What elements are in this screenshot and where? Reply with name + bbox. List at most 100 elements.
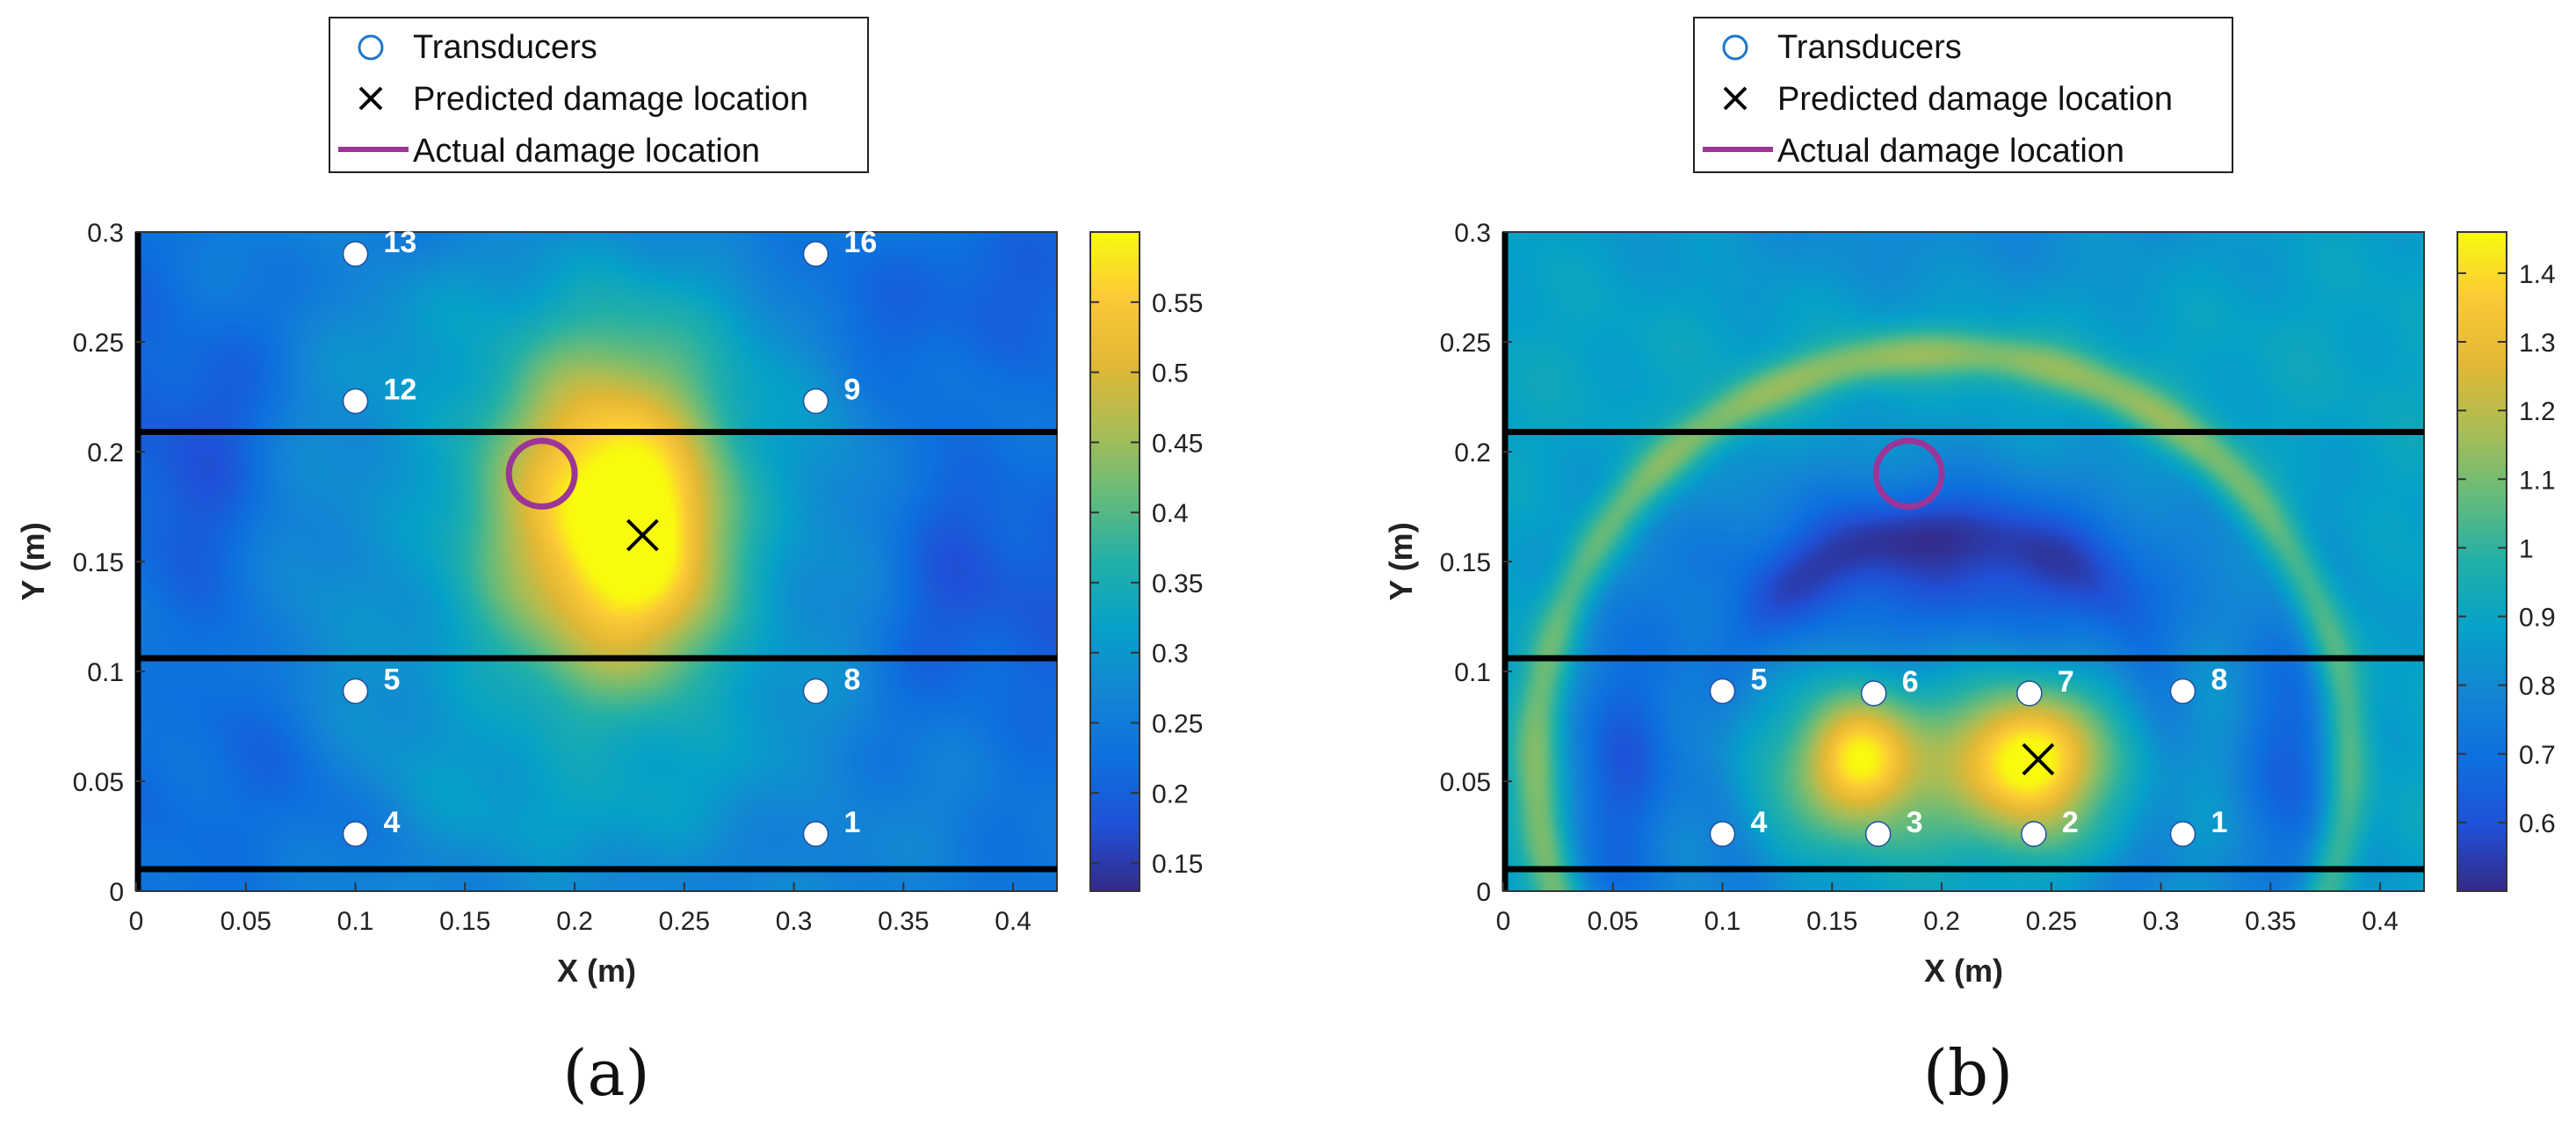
transducer-label: 8 — [844, 664, 861, 697]
y-tick-label: 0.05 — [73, 768, 124, 797]
y-tick-label: 0 — [1476, 878, 1491, 907]
predicted-damage-marker — [2022, 743, 2055, 776]
transducer-label: 1 — [844, 806, 861, 839]
colorbar-tick-label: 1.4 — [2519, 260, 2556, 289]
y-tick-label: 0.1 — [1454, 658, 1491, 687]
colorbar-tick-label: 1.2 — [2519, 397, 2556, 426]
heatmap-a — [136, 232, 1057, 891]
colorbar-tick-label: 0.5 — [1152, 359, 1189, 388]
separator-lines-b — [1503, 429, 2424, 873]
transducer-marker — [802, 388, 829, 415]
heatmap-b — [1503, 232, 2424, 891]
caption-a: (a) — [562, 1036, 649, 1110]
transducer-marker — [2021, 821, 2047, 847]
transducer-label: 1 — [2211, 806, 2228, 839]
colorbar-tick-label: 0.45 — [1152, 429, 1203, 458]
x-tick-label: 0.2 — [1923, 907, 1960, 936]
x-tick-label: 0 — [129, 907, 144, 936]
legend-transducer-marker — [1722, 34, 1748, 61]
y-tick-label: 0.1 — [87, 658, 124, 687]
damage-marks-b — [1872, 438, 2055, 776]
transducer-marker — [802, 241, 829, 267]
x-tick-label: 0.05 — [221, 907, 271, 936]
x-tick-label: 0.05 — [1588, 907, 1639, 936]
legend-label-actual: Actual damage location — [413, 133, 760, 170]
predicted-damage-marker — [626, 518, 659, 552]
x-tick-label: 0.25 — [2026, 907, 2077, 936]
colorbar-tick-label: 0.2 — [1152, 780, 1189, 809]
x-axis-label-b: X (m) — [1924, 953, 2003, 989]
colorbar-tick-label: 0.4 — [1152, 499, 1189, 528]
transducer-label: 3 — [1907, 806, 1923, 839]
legend-transducer-marker — [358, 34, 384, 61]
transducer-label: 2 — [2062, 806, 2079, 839]
legend-label-predicted: Predicted damage location — [1777, 81, 2173, 118]
panel-a: Transducers Predicted damage location Ac… — [15, 17, 1203, 1110]
transducer-marker — [1860, 680, 1887, 707]
axis-ticks-a: 0 0.05 0.1 0.15 0.2 0.25 0.3 0.35 0.400.050.10.1… — [73, 219, 1031, 936]
legend-predicted-marker — [358, 86, 383, 111]
panel-b: Transducers Predicted damage location Ac… — [1383, 17, 2556, 1110]
y-tick-label: 0.25 — [1440, 329, 1491, 358]
x-tick-label: 0.2 — [556, 907, 593, 936]
transducer-label: 7 — [2058, 665, 2074, 699]
transducer-marker — [342, 388, 369, 415]
colorbar-a: 0.15 0.2 0.25 0.3 0.35 0.4 0.45 0.5 0.55 — [1089, 231, 1203, 892]
x-tick-label: 0.3 — [2143, 907, 2180, 936]
legend-label-transducers: Transducers — [413, 29, 597, 66]
transducer-label: 16 — [844, 226, 878, 259]
legend-label-actual: Actual damage location — [1777, 133, 2124, 170]
x-tick-label: 0.25 — [659, 907, 710, 936]
actual-damage-circle — [1872, 438, 1945, 510]
y-axis-label-a: Y (m) — [15, 522, 51, 600]
separator-lines-a — [136, 429, 1057, 873]
colorbar-tick-label: 0.35 — [1152, 569, 1203, 598]
transducer-label: 12 — [384, 373, 417, 407]
x-tick-label: 0.35 — [2245, 907, 2296, 936]
y-tick-label: 0.3 — [1454, 219, 1491, 248]
transducer-label: 8 — [2211, 664, 2228, 697]
actual-damage-circle — [505, 438, 578, 510]
y-tick-label: 0.15 — [73, 548, 124, 577]
colorbar-b: 0.6 0.7 0.8 0.9 1 1.1 1.2 1.3 1.4 — [2457, 231, 2556, 892]
colorbar-tick-label: 0.3 — [1152, 640, 1189, 669]
transducer-marker — [342, 241, 369, 267]
y-tick-label: 0.05 — [1440, 768, 1491, 797]
y-tick-label: 0.3 — [87, 219, 124, 248]
y-tick-label: 0.2 — [87, 439, 124, 468]
transducer-label: 4 — [384, 806, 401, 839]
transducer-label: 9 — [844, 373, 861, 407]
legend-predicted-marker — [1723, 86, 1747, 111]
transducer-label: 13 — [384, 226, 417, 259]
y-tick-label: 0.25 — [73, 329, 124, 358]
x-tick-label: 0.1 — [337, 907, 374, 936]
x-tick-label: 0.4 — [995, 907, 1031, 936]
y-tick-label: 0.2 — [1454, 439, 1491, 468]
transducer-marker — [2169, 678, 2196, 705]
colorbar-tick-label: 0.7 — [2519, 741, 2556, 770]
transducers-a: 13 16 12 9 5 8 4 1 — [342, 226, 878, 847]
x-tick-label: 0.35 — [878, 907, 929, 936]
transducer-marker — [342, 678, 369, 705]
legend-a: Transducers Predicted damage location Ac… — [329, 17, 869, 173]
x-axis-label-a: X (m) — [557, 953, 636, 989]
y-tick-label: 0 — [109, 878, 124, 907]
transducer-label: 5 — [384, 664, 401, 697]
transducer-marker — [2169, 821, 2196, 847]
colorbar-tick-label: 1.1 — [2519, 466, 2556, 495]
transducer-marker — [1709, 821, 1736, 847]
colorbar-ticks-b: 0.6 0.7 0.8 0.9 1 1.1 1.2 1.3 1.4 — [2457, 260, 2556, 838]
colorbar-tick-label: 0.9 — [2519, 604, 2556, 633]
x-tick-label: 0.3 — [776, 907, 813, 936]
x-tick-label: 0.1 — [1704, 907, 1741, 936]
x-tick-label: 0.4 — [2362, 907, 2399, 936]
colorbar-tick-label: 1.3 — [2519, 329, 2556, 358]
x-tick-label: 0.15 — [439, 907, 490, 936]
transducer-marker — [2016, 680, 2043, 707]
colorbar-tick-label: 0.6 — [2519, 809, 2556, 838]
transducer-label: 5 — [1751, 664, 1768, 697]
transducer-marker — [802, 678, 829, 705]
y-tick-label: 0.15 — [1440, 548, 1491, 577]
transducer-marker — [342, 821, 369, 847]
